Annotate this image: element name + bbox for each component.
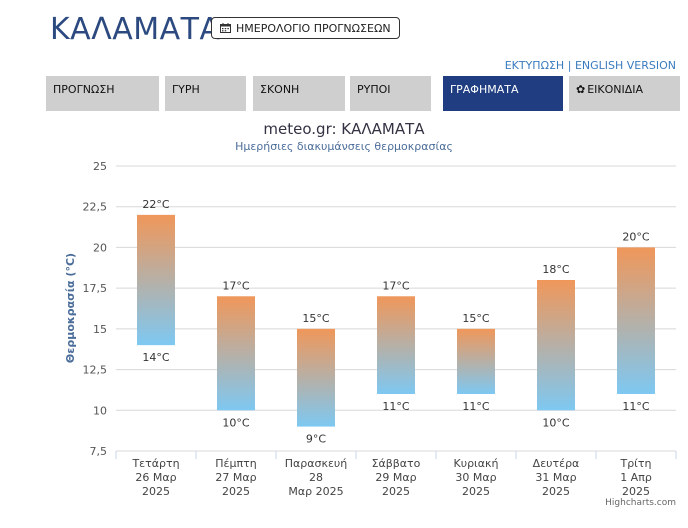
x-category-label: Τρίτη — [619, 457, 651, 470]
max-temp-label: 15°C — [462, 312, 489, 325]
min-temp-label: 11°C — [462, 400, 489, 413]
temperature-range-bar[interactable] — [617, 247, 655, 394]
x-category-label: 29 Μαρ — [375, 471, 416, 484]
temperature-range-bar[interactable] — [457, 328, 495, 394]
x-category-label: 30 Μαρ — [455, 471, 496, 484]
y-tick-label: 20 — [93, 241, 107, 254]
y-tick-label: 12,5 — [83, 364, 108, 377]
x-category-label: Δευτέρα — [533, 457, 580, 470]
x-category-label: 2025 — [142, 485, 170, 498]
x-category-label: Πέμπτη — [215, 457, 256, 470]
temperature-range-bar[interactable] — [377, 296, 415, 394]
x-category-label: Κυριακή — [454, 457, 499, 470]
x-category-label: 2025 — [462, 485, 490, 498]
tab-label: ΓΥΡΗ — [172, 83, 200, 96]
chart-subtitle: Ημερήσιες διακυμάνσεις θερμοκρασίας — [235, 140, 453, 153]
y-tick-label: 10 — [93, 404, 107, 417]
min-temp-label: 10°C — [222, 416, 249, 429]
x-category-label: 2025 — [542, 485, 570, 498]
tab-dust[interactable]: ΣΚΟΝΗ — [253, 76, 345, 111]
max-temp-label: 17°C — [382, 279, 409, 292]
temperature-range-bar[interactable] — [217, 296, 255, 411]
y-tick-label: 22,5 — [83, 201, 108, 214]
tab-label: ΣΚΟΝΗ — [260, 83, 300, 96]
calendar-icon — [220, 23, 231, 33]
x-category-label: Τετάρτη — [131, 457, 179, 470]
temperature-range-bar[interactable] — [537, 280, 575, 411]
tab-charts[interactable]: ΓΡΑΦΗΜΑΤΑ — [443, 76, 563, 111]
max-temp-label: 18°C — [542, 263, 569, 276]
highcharts-credit[interactable]: Highcharts.com — [605, 498, 676, 508]
x-category-label: Σάββατο — [372, 457, 421, 470]
x-category-label: 28 — [309, 471, 323, 484]
print-link[interactable]: ΕΚΤΥΠΩΣΗ — [504, 59, 565, 72]
max-temp-label: 22°C — [142, 198, 169, 211]
y-tick-label: 7,5 — [90, 445, 108, 458]
tab-forecast[interactable]: ΠΡΟΓΝΩΣΗ — [46, 76, 159, 111]
min-temp-label: 11°C — [382, 400, 409, 413]
tab-label: ΓΡΑΦΗΜΑΤΑ — [450, 83, 519, 96]
y-tick-label: 25 — [93, 160, 107, 173]
y-tick-label: 15 — [93, 323, 107, 336]
x-category-label: 1 Απρ — [620, 471, 652, 484]
max-temp-label: 17°C — [222, 279, 249, 292]
english-version-link[interactable]: ENGLISH VERSION — [574, 59, 676, 72]
top-links: ΕΚΤΥΠΩΣΗ | ENGLISH VERSION — [505, 59, 676, 72]
gear-icon: ✿ — [576, 83, 586, 96]
temperature-range-bar[interactable] — [297, 328, 335, 427]
calendar-button-label: ΗΜΕΡΟΛΟΓΙΟ ΠΡΟΓΝΩΣΕΩΝ — [236, 21, 391, 35]
min-temp-label: 11°C — [622, 400, 649, 413]
min-temp-label: 9°C — [306, 433, 326, 446]
link-separator: | — [567, 59, 572, 72]
tab-pollutants[interactable]: ΡΥΠΟΙ — [350, 76, 431, 111]
tab-label: ΡΥΠΟΙ — [357, 83, 391, 96]
chart-title: meteo.gr: ΚΑΛΑΜΑΤΑ — [263, 120, 425, 138]
max-temp-label: 15°C — [302, 312, 329, 325]
x-category-label: 27 Μαρ — [215, 471, 256, 484]
min-temp-label: 10°C — [542, 416, 569, 429]
tab-widgets[interactable]: ✿ ΕΙΚΟΝΙΔΙΑ — [569, 76, 680, 111]
x-category-label: 26 Μαρ — [135, 471, 176, 484]
min-temp-label: 14°C — [142, 351, 169, 364]
temperature-range-bar[interactable] — [137, 214, 175, 346]
x-category-label: Μαρ 2025 — [288, 485, 343, 498]
x-category-label: 31 Μαρ — [535, 471, 576, 484]
city-title: ΚΑΛΑΜΑΤΑ — [50, 12, 221, 47]
tab-label: ΕΙΚΟΝΙΔΙΑ — [587, 83, 644, 96]
max-temp-label: 20°C — [622, 230, 649, 243]
x-category-label: 2025 — [622, 485, 650, 498]
x-category-label: 2025 — [222, 485, 250, 498]
forecast-calendar-button[interactable]: ΗΜΕΡΟΛΟΓΙΟ ΠΡΟΓΝΩΣΕΩΝ — [211, 17, 400, 39]
x-category-label: 2025 — [382, 485, 410, 498]
y-tick-label: 17,5 — [83, 282, 108, 295]
x-category-label: Παρασκευή — [285, 457, 348, 470]
tab-label: ΠΡΟΓΝΩΣΗ — [53, 83, 115, 96]
tab-pollen[interactable]: ΓΥΡΗ — [165, 76, 246, 111]
main-tabs: ΠΡΟΓΝΩΣΗ ΓΥΡΗ ΣΚΟΝΗ ΡΥΠΟΙ ΓΡΑΦΗΜΑΤΑ ✿ ΕΙΚ… — [46, 76, 680, 111]
y-axis-title: Θερμοκρασία (°C) — [64, 253, 77, 363]
